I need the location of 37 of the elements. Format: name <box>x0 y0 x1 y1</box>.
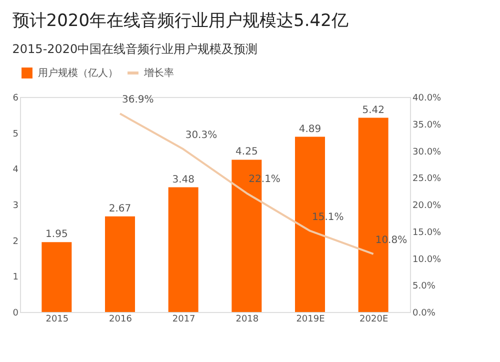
data-label: 5.42 <box>362 104 384 116</box>
y-tick-label: 2 <box>12 236 18 247</box>
y2-tick-label: 35.0% <box>412 120 442 130</box>
y-tick-label: 6 <box>12 94 19 104</box>
y2-tick-label: 15.0% <box>412 228 442 238</box>
y2-tick-label: 30.0% <box>412 147 442 158</box>
y2-tick-label: 40.0% <box>412 94 442 104</box>
bar <box>42 242 72 312</box>
chart-subtitle: 2015-2020中国在线音频行业用户规模及预测 <box>12 42 258 56</box>
x-tick-label: 2016 <box>109 314 132 324</box>
y2-tick-label: 10.0% <box>412 254 442 265</box>
data-label: 4.25 <box>236 146 258 158</box>
data-label: 30.3% <box>185 130 218 142</box>
y-tick-label: 4 <box>12 165 19 176</box>
x-tick-label: 2017 <box>172 314 196 324</box>
y2-tick-label: 25.0% <box>412 174 442 184</box>
chart-title: 预计2020年在线音频行业用户规模达5.42亿 <box>12 11 348 31</box>
y-tick-label: 0 <box>12 308 19 318</box>
data-label: 1.95 <box>46 229 68 240</box>
y-tick-label: 5 <box>12 129 18 140</box>
data-label: 4.89 <box>298 124 322 135</box>
legend-label: 增长率 <box>143 67 174 79</box>
y2-tick-label: 5.0% <box>412 282 436 292</box>
legend-label: 用户规模（亿人） <box>38 67 118 79</box>
data-label: 36.9% <box>122 94 154 106</box>
y-tick-label: 1 <box>12 272 18 283</box>
bar <box>105 216 135 312</box>
x-tick-label: 2015 <box>46 314 69 324</box>
y2-tick-label: 20.0% <box>412 201 442 211</box>
x-tick-label: 2018 <box>236 314 259 324</box>
x-tick-label: 2019E <box>296 314 326 324</box>
y2-tick-label: 0.0% <box>412 308 436 318</box>
y-tick-label: 3 <box>12 201 18 211</box>
data-label: 3.48 <box>172 174 194 186</box>
bar <box>168 187 198 312</box>
data-label: 2.67 <box>108 203 132 214</box>
x-tick-label: 2020E <box>360 314 388 324</box>
